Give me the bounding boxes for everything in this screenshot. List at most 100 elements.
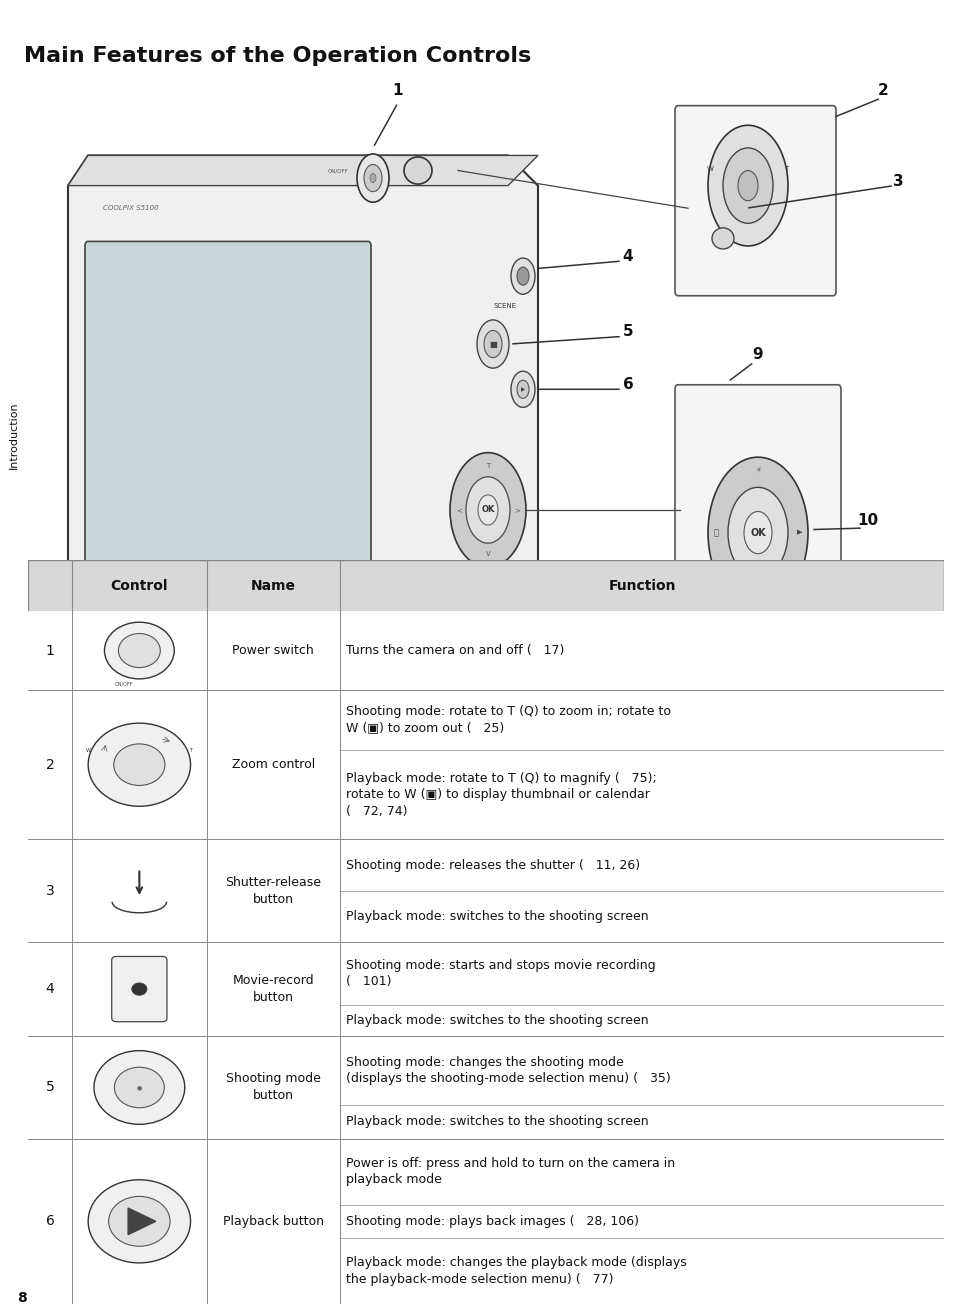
Text: 9: 9 — [752, 347, 762, 363]
Text: W: W — [86, 748, 91, 753]
Text: Power is off: press and hold to turn on the camera in
playback mode: Power is off: press and hold to turn on … — [346, 1158, 675, 1187]
Text: <: < — [456, 507, 461, 512]
FancyBboxPatch shape — [85, 242, 371, 643]
Text: ■: ■ — [489, 339, 497, 348]
Text: SCENE: SCENE — [494, 304, 517, 309]
Ellipse shape — [711, 227, 733, 248]
Text: Function: Function — [608, 578, 675, 593]
Circle shape — [517, 267, 529, 285]
Text: Playback mode: changes the playback mode (displays
the playback-mode selection m: Playback mode: changes the playback mode… — [346, 1256, 686, 1285]
Circle shape — [450, 452, 525, 568]
Text: Playback mode: switches to the shooting screen: Playback mode: switches to the shooting … — [346, 1116, 648, 1129]
Circle shape — [511, 258, 535, 294]
Text: V: V — [485, 551, 490, 557]
Text: OK: OK — [749, 528, 765, 537]
Text: W: W — [706, 166, 713, 172]
FancyBboxPatch shape — [675, 385, 841, 673]
Text: Control: Control — [111, 578, 168, 593]
Text: MENU: MENU — [440, 631, 458, 636]
Bar — [28, 942, 943, 1037]
FancyBboxPatch shape — [675, 105, 835, 296]
Text: Turns the camera on and off (   17): Turns the camera on and off ( 17) — [346, 644, 564, 657]
Polygon shape — [128, 1208, 155, 1235]
Text: Shooting mode: starts and stops movie recording
(   101): Shooting mode: starts and stops movie re… — [346, 959, 655, 988]
Text: Main Features of the Operation Controls: Main Features of the Operation Controls — [24, 46, 531, 66]
Text: Shooting mode: rotate to T (Q) to zoom in; rotate to
W (▣) to zoom out (   25): Shooting mode: rotate to T (Q) to zoom i… — [346, 706, 670, 735]
Text: 6: 6 — [46, 1214, 54, 1229]
Circle shape — [477, 495, 497, 526]
Text: 10: 10 — [857, 512, 878, 528]
Circle shape — [93, 1051, 185, 1125]
Text: Movie-record
button: Movie-record button — [233, 974, 314, 1004]
Text: ON/OFF: ON/OFF — [114, 682, 132, 687]
Text: 1: 1 — [393, 83, 403, 99]
Text: 5: 5 — [622, 325, 633, 339]
Circle shape — [118, 633, 160, 668]
Text: Shooting mode
button: Shooting mode button — [226, 1072, 320, 1102]
Text: 8: 8 — [492, 710, 503, 724]
Text: COOLPIX S5100: COOLPIX S5100 — [103, 205, 158, 212]
Text: 3: 3 — [46, 884, 54, 897]
Circle shape — [364, 164, 381, 192]
Text: Shooting mode: plays back images (   28, 106): Shooting mode: plays back images ( 28, 1… — [346, 1215, 639, 1227]
Text: Nikon: Nikon — [190, 694, 226, 703]
Circle shape — [132, 983, 147, 995]
Text: ❧: ❧ — [754, 591, 760, 600]
Text: ON/OFF: ON/OFF — [327, 168, 348, 173]
Circle shape — [109, 1197, 170, 1246]
Bar — [28, 611, 943, 690]
FancyBboxPatch shape — [485, 612, 525, 656]
Text: ⌛: ⌛ — [713, 528, 718, 537]
Text: Shooting mode: releases the shutter (   11, 26): Shooting mode: releases the shutter ( 11… — [346, 858, 639, 871]
Circle shape — [483, 330, 501, 357]
PathPatch shape — [68, 155, 537, 729]
FancyBboxPatch shape — [426, 612, 474, 656]
Text: 7: 7 — [433, 710, 443, 724]
Text: 3: 3 — [892, 173, 902, 189]
Text: >: > — [514, 507, 519, 512]
Circle shape — [465, 477, 510, 543]
Text: OK: OK — [481, 506, 495, 515]
Circle shape — [88, 723, 191, 807]
Circle shape — [511, 371, 535, 407]
Bar — [28, 690, 943, 840]
Text: 1: 1 — [46, 644, 54, 657]
Text: 4: 4 — [46, 982, 54, 996]
Text: Playback mode: switches to the shooting screen: Playback mode: switches to the shooting … — [346, 1014, 648, 1028]
Text: Power switch: Power switch — [232, 644, 314, 657]
Text: Playback mode: rotate to T (Q) to magnify (   75);
rotate to W (▣) to display th: Playback mode: rotate to T (Q) to magnif… — [346, 771, 656, 817]
Bar — [28, 840, 943, 942]
Text: T: T — [189, 748, 192, 753]
Circle shape — [476, 319, 509, 368]
Bar — [28, 560, 943, 611]
Text: ●: ● — [136, 1085, 142, 1091]
Text: Introduction: Introduction — [9, 402, 19, 469]
Circle shape — [707, 125, 787, 246]
Text: 2: 2 — [877, 83, 887, 99]
Circle shape — [104, 623, 174, 679]
Circle shape — [88, 1180, 191, 1263]
Text: Zoom control: Zoom control — [232, 758, 314, 771]
Text: T: T — [783, 166, 787, 172]
Circle shape — [113, 744, 165, 786]
PathPatch shape — [68, 155, 537, 185]
Circle shape — [707, 457, 807, 608]
Ellipse shape — [403, 156, 432, 184]
Bar — [28, 1037, 943, 1139]
Text: ▶: ▶ — [520, 386, 524, 392]
Circle shape — [727, 487, 787, 578]
Text: Playback mode: switches to the shooting screen: Playback mode: switches to the shooting … — [346, 909, 648, 922]
Circle shape — [517, 380, 529, 398]
Circle shape — [370, 173, 375, 183]
Text: ▶: ▶ — [797, 530, 801, 536]
Text: 6: 6 — [622, 377, 633, 393]
Circle shape — [722, 148, 772, 223]
Text: Name: Name — [251, 578, 295, 593]
Text: Playback button: Playback button — [222, 1215, 323, 1227]
Text: T: T — [485, 464, 490, 469]
Text: Shutter-release
button: Shutter-release button — [225, 875, 321, 905]
Text: 2: 2 — [46, 758, 54, 771]
FancyBboxPatch shape — [112, 957, 167, 1022]
Text: 5: 5 — [46, 1080, 54, 1095]
Circle shape — [738, 171, 758, 201]
